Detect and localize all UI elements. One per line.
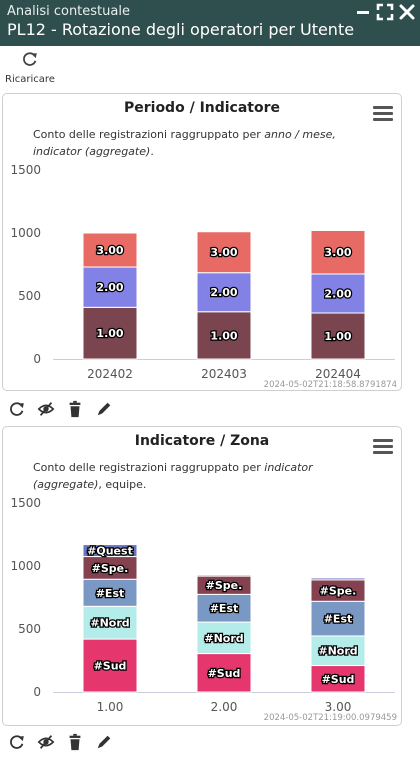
y-tick-label: 1000 — [10, 559, 41, 573]
desc-plain: Conto delle registrazioni raggruppato pe… — [33, 128, 265, 141]
panel-title: Indicatore / Zona — [134, 433, 270, 449]
desc-plain: Conto delle registrazioni raggruppato pe… — [33, 461, 265, 474]
panel-actions — [6, 733, 126, 753]
bar-data-label: #Spe. — [320, 585, 357, 598]
y-tick-label: 1000 — [10, 226, 41, 240]
trash-icon[interactable] — [66, 400, 84, 418]
bar-data-label: #Sud — [94, 660, 127, 673]
bar-data-label: 2.00 — [324, 287, 351, 300]
y-tick-label: 0 — [33, 685, 41, 699]
bar-segment — [196, 621, 252, 655]
bar-segment — [82, 306, 138, 360]
bar-segment — [82, 232, 138, 268]
y-tick-label: 500 — [18, 622, 41, 636]
chart-periodo-indicatore: 0 500 1000 1500 1.00 2.00 3.00 202402 1.00 2.00 3.… — [10, 163, 395, 381]
desc-end: . — [150, 145, 154, 158]
bar-data-label: 3.00 — [96, 244, 123, 257]
bar-segment — [310, 273, 366, 314]
desc-end: , equipe. — [98, 478, 147, 491]
bar-data-label: #Est — [210, 602, 239, 615]
bar-segment — [82, 544, 138, 558]
desc-group: anno / mese, indicator (aggregate) — [33, 128, 336, 158]
x-tick-label: 2.00 — [211, 700, 238, 714]
panel-title: Periodo / Indicatore — [123, 100, 281, 116]
bar-segment — [196, 574, 252, 577]
chart-panel-zona: Indicatore / Zona Conto delle registrazi… — [2, 426, 402, 726]
bar-data-label: 2.00 — [96, 281, 123, 294]
hide-icon[interactable] — [37, 400, 55, 418]
refresh-icon[interactable] — [8, 733, 26, 751]
bar-segment — [196, 231, 252, 274]
refresh-icon[interactable] — [8, 400, 26, 418]
bar-segment — [310, 600, 366, 637]
x-tick-label: 202403 — [201, 367, 247, 381]
x-tick-label: 1.00 — [97, 700, 124, 714]
bar-data-label: #Spe. — [206, 579, 243, 592]
bar-segment — [310, 665, 366, 693]
bar-segment — [310, 635, 366, 667]
y-tick-label: 500 — [18, 289, 41, 303]
bar-data-label: 1.00 — [324, 330, 351, 343]
panel-timestamp: 2024-05-02T21:19:00.0979459 — [263, 713, 397, 723]
bar-segment — [82, 638, 138, 693]
chart-panel-periodo: Periodo / Indicatore Conto delle registr… — [2, 93, 402, 391]
x-tick-label: 202404 — [315, 367, 361, 381]
bar-data-label: 1.00 — [210, 329, 237, 342]
window-titlebar: Analisi contestuale PL12 - Rotazione deg… — [0, 0, 420, 46]
bar-data-label: #Nord — [318, 645, 357, 658]
bar-data-label: #Nord — [90, 617, 129, 630]
bar-segment — [310, 229, 366, 275]
bar-segment — [310, 577, 366, 581]
hide-icon[interactable] — [37, 733, 55, 751]
panel-description: Conto delle registrazioni raggruppato pe… — [33, 126, 363, 160]
bar-segment — [196, 653, 252, 693]
panel-actions — [6, 400, 126, 420]
panel-timestamp: 2024-05-02T21:18:58.8791874 — [263, 380, 397, 390]
bar-data-label: 3.00 — [210, 246, 237, 259]
edit-icon[interactable] — [95, 400, 113, 418]
chart-indicatore-zona: 0 500 1000 1500 #Sud #Nord #Est #Spe. #Quest 1.00… — [10, 496, 395, 714]
bar-data-label: #Est — [96, 587, 125, 600]
x-tick-label: 3.00 — [325, 700, 352, 714]
trash-icon[interactable] — [66, 733, 84, 751]
reload-label: Ricaricare — [5, 74, 55, 85]
window-subtitle: Analisi contestuale — [7, 4, 130, 19]
bar-segment — [82, 266, 138, 308]
bar-data-label: #Sud — [208, 667, 241, 680]
desc-group: indicator (aggregate) — [33, 461, 313, 491]
panel-description: Conto delle registrazioni raggruppato pe… — [33, 459, 363, 493]
edit-icon[interactable] — [95, 733, 113, 751]
panel-menu-icon[interactable] — [373, 439, 393, 455]
x-tick-label: 202402 — [87, 367, 133, 381]
bar-data-label: #Sud — [322, 673, 355, 686]
window-title: PL12 - Rotazione degli operatori per Ute… — [7, 20, 355, 39]
reload-button[interactable]: Ricaricare — [4, 50, 56, 86]
bar-data-label: #Nord — [204, 632, 243, 645]
bar-data-label: #Est — [324, 613, 353, 626]
bar-data-label: #Quest — [87, 545, 133, 558]
y-tick-label: 1500 — [10, 496, 41, 510]
refresh-icon — [23, 52, 37, 66]
bar-segment — [196, 593, 252, 623]
bar-data-label: 3.00 — [324, 246, 351, 259]
panel-menu-icon[interactable] — [373, 106, 393, 122]
close-icon[interactable] — [398, 3, 416, 21]
minimize-icon[interactable] — [354, 3, 372, 21]
maximize-icon[interactable] — [376, 3, 394, 21]
y-tick-label: 0 — [33, 352, 41, 366]
bar-data-label: #Spe. — [92, 562, 129, 575]
bar-data-label: 1.00 — [96, 327, 123, 340]
y-tick-label: 1500 — [10, 163, 41, 177]
bar-data-label: 2.00 — [210, 286, 237, 299]
bar-segment — [196, 311, 252, 360]
